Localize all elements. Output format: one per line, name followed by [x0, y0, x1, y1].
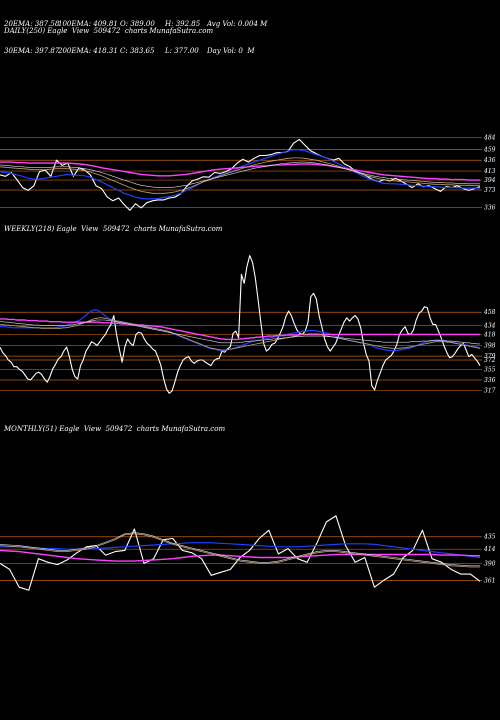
daily-tick-label: 336 [484, 204, 496, 211]
monthly-tick-label: 435 [483, 534, 496, 541]
monthly-price-line [0, 515, 481, 591]
daily-tick-label: 484 [483, 135, 496, 142]
monthly-tick-label: 390 [484, 560, 496, 567]
weekly-panel-title: WEEKLY(218) Eagle View 509472 charts Mun… [4, 225, 223, 233]
weekly-ema-pink-line [0, 318, 480, 341]
weekly-price-line [0, 255, 481, 394]
daily-ema-slow-a-line [0, 157, 480, 194]
weekly-tick-label: 398 [484, 343, 496, 350]
weekly-tick-label: 317 [484, 388, 496, 395]
weekly-tick-label: 336 [484, 377, 496, 384]
weekly-tick-label: 458 [483, 309, 496, 316]
daily-ema-pink-line [0, 161, 480, 181]
avg-vol-label: Avg Vol: 0.004 M [207, 20, 268, 28]
weekly-ema-slow-b-line [0, 319, 480, 345]
ema100-label: 100EMA: 409.81 [58, 20, 118, 28]
header-col-4: H: 392.85 L: 377.00 [165, 2, 200, 65]
ema200-label: 200EMA: 418.31 [58, 47, 118, 55]
daily-tick-label: 413 [483, 168, 496, 175]
monthly-panel-title: MONTHLY(51) Eagle View 509472 charts Mun… [4, 425, 226, 433]
day-vol-label: Day Vol: 0 M [207, 47, 255, 55]
daily-ema-slow-b-line [0, 161, 480, 188]
monthly-tick-label: 361 [484, 578, 495, 585]
weekly-ema-slow-a-line [0, 317, 481, 351]
header-col-5: Avg Vol: 0.004 M Day Vol: 0 M [207, 2, 267, 65]
ema30-label: 30EMA: 397.87 [4, 47, 60, 55]
open-label: O: 389.00 [120, 20, 155, 28]
daily-tick-label: 436 [483, 157, 496, 164]
monthly-tick-label: 414 [483, 546, 496, 553]
weekly-tick-label: 372 [484, 357, 496, 364]
low-label: L: 377.00 [165, 47, 199, 55]
ema20-label: 20EMA: 387.58 [4, 20, 60, 28]
daily-tick-label: 394 [484, 177, 496, 184]
monthly-ema-slow-a-line [0, 533, 480, 568]
daily-tick-label: 373 [484, 187, 496, 194]
high-label: H: 392.85 [165, 20, 201, 28]
daily-panel-title: DAILY(250) Eagle View 509472 charts Muna… [4, 27, 214, 35]
weekly-tick-label: 434 [483, 323, 496, 330]
monthly-ema-pink-line [0, 549, 480, 562]
header-col-1: 20EMA: 387.58 30EMA: 397.87 [4, 2, 59, 65]
weekly-ema-fast-line [0, 309, 481, 352]
weekly-tick-label: 355 [484, 366, 496, 373]
weekly-tick-label: 379 [484, 353, 496, 360]
monthly-ema-slow-b-line [0, 532, 480, 567]
header-col-3: O: 389.00 C: 383.65 [120, 2, 155, 65]
monthly-ema-fast-line [0, 542, 481, 559]
close-label: C: 383.65 [120, 47, 155, 55]
daily-tick-label: 459 [483, 146, 496, 153]
header-col-2: 100EMA: 409.81 200EMA: 418.31 [58, 2, 118, 65]
weekly-tick-label: 418 [483, 331, 496, 338]
